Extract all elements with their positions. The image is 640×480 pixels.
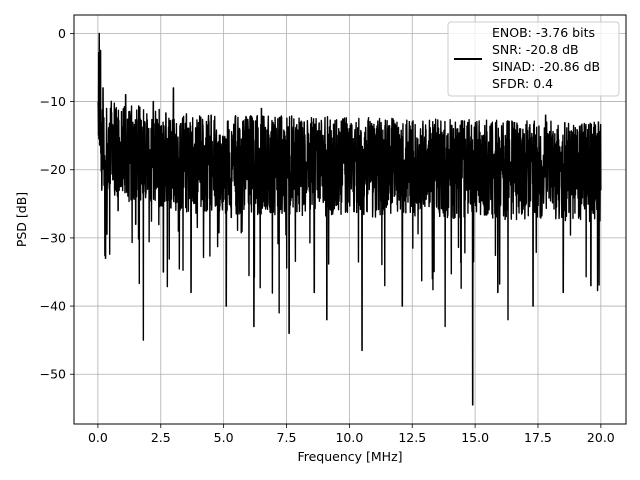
plot-frame [73, 14, 627, 425]
x-tick-label: 0.0 [88, 430, 108, 445]
legend: ENOB: -3.76 bits SNR: -20.8 dB SINAD: -2… [447, 21, 620, 97]
psd-series-line [97, 32, 602, 406]
series-group [97, 32, 602, 406]
x-tick-label: 10.0 [335, 430, 363, 445]
legend-sinad: SINAD: -20.86 dB [492, 59, 600, 74]
legend-sfdr: SFDR: 0.4 [492, 76, 553, 91]
x-axis-label: Frequency [MHz] [297, 449, 402, 464]
x-tick-label: 5.0 [214, 430, 234, 445]
y-axis-label: PSD [dB] [14, 192, 29, 247]
legend-box [447, 21, 620, 97]
y-tick-label: −50 [40, 367, 66, 382]
x-tick-label: 15.0 [461, 430, 489, 445]
x-tick-label: 20.0 [587, 430, 615, 445]
x-axis-ticks: 0.0 2.5 5.0 7.5 10.0 12.5 15.0 17.5 20.0 [88, 424, 615, 445]
y-axis-ticks: 0 −10 −20 −30 −40 −50 [40, 26, 74, 382]
y-tick-label: −40 [40, 299, 66, 314]
y-tick-label: 0 [58, 26, 66, 41]
x-tick-label: 2.5 [151, 430, 171, 445]
x-tick-label: 7.5 [277, 430, 297, 445]
y-tick-label: −20 [40, 162, 66, 177]
y-tick-label: −30 [40, 230, 66, 245]
y-tick-label: −10 [40, 94, 66, 109]
x-tick-label: 12.5 [398, 430, 426, 445]
x-tick-label: 17.5 [524, 430, 552, 445]
legend-enob: ENOB: -3.76 bits [492, 25, 595, 40]
legend-snr: SNR: -20.8 dB [492, 42, 579, 57]
